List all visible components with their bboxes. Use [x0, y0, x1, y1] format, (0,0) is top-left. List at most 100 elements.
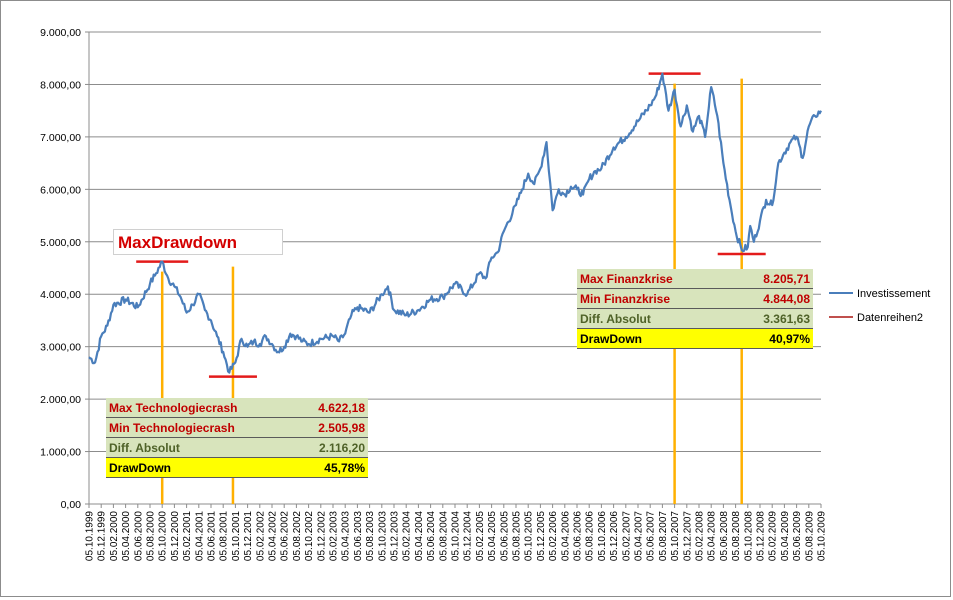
- y-tick-label: 1.000,00: [40, 447, 81, 459]
- table-row: DrawDown 40,97%: [577, 328, 813, 349]
- diff-label: Diff. Absolut: [577, 308, 731, 329]
- y-tick-label: 0,00: [61, 499, 82, 511]
- x-tick-label: 05.02.2009: [768, 511, 779, 561]
- x-tick-label: 05.10.2002: [304, 511, 315, 561]
- x-tick-label: 05.04.2009: [780, 511, 791, 561]
- x-tick-label: 05.10.2003: [377, 511, 388, 561]
- investissement-line: [88, 72, 822, 374]
- x-tick-label: 05.10.1999: [85, 511, 96, 561]
- drawdown-label: DrawDown: [106, 457, 295, 478]
- x-tick-label: 05.06.2008: [719, 511, 730, 561]
- y-tick-label: 7.000,00: [40, 132, 81, 144]
- x-tick-label: 05.12.2001: [243, 511, 254, 561]
- x-tick-label: 05.02.2000: [109, 511, 120, 561]
- x-tick-label: 05.08.2005: [512, 511, 523, 561]
- x-axis-ticks: 05.10.1999 05.12.1999 05.02.2000 05.04.2000…: [85, 504, 828, 561]
- x-tick-label: 05.12.2000: [170, 511, 181, 561]
- x-tick-label: 05.10.2001: [231, 511, 242, 561]
- table-row: Max Technologiecrash 4.622,18: [106, 398, 368, 418]
- drawdown-value: 40,97%: [730, 328, 813, 349]
- table-row: Min Finanzkrise 4.844,08: [577, 288, 813, 309]
- y-axis-ticks: 0,00 1.000,00 2.000,00 3.000,00 4.000,00 5.00…: [40, 27, 89, 511]
- min-label: Min Technologiecrash: [106, 417, 295, 438]
- x-tick-label: 05.10.2004: [451, 511, 462, 561]
- max-value: 8.205,71: [730, 269, 813, 289]
- finanzkrise-table: Max Finanzkrise 8.205,71 Min Finanzkrise…: [577, 269, 813, 349]
- drawdown-label: DrawDown: [577, 328, 731, 349]
- maxdrawdown-label: MaxDrawdown: [113, 229, 283, 255]
- x-tick-label: 05.04.2000: [121, 511, 132, 561]
- max-label: Max Technologiecrash: [106, 398, 295, 418]
- x-tick-label: 05.04.2008: [707, 511, 718, 561]
- y-tick-label: 6.000,00: [40, 184, 81, 196]
- x-tick-label: 05.06.2002: [280, 511, 291, 561]
- x-tick-label: 05.06.2006: [573, 511, 584, 561]
- min-value: 4.844,08: [730, 288, 813, 309]
- x-tick-label: 05.08.2003: [365, 511, 376, 561]
- x-tick-label: 05.04.2005: [487, 511, 498, 561]
- x-tick-label: 05.02.2007: [621, 511, 632, 561]
- x-tick-label: 05.06.2007: [646, 511, 657, 561]
- x-tick-label: 05.10.2009: [817, 511, 828, 561]
- x-tick-label: 05.08.2000: [146, 511, 157, 561]
- x-tick-label: 05.04.2004: [414, 511, 425, 561]
- x-tick-label: 05.04.2006: [560, 511, 571, 561]
- x-tick-label: 05.12.2002: [316, 511, 327, 561]
- table-row: Min Technologiecrash 2.505,98: [106, 417, 368, 438]
- technologiecrash-table: Max Technologiecrash 4.622,18 Min Techno…: [106, 398, 368, 478]
- y-tick-label: 4.000,00: [40, 289, 81, 301]
- y-tick-label: 5.000,00: [40, 237, 81, 249]
- x-tick-label: 05.06.2001: [207, 511, 218, 561]
- x-tick-label: 05.02.2008: [695, 511, 706, 561]
- x-tick-label: 05.12.1999: [97, 511, 108, 561]
- x-tick-label: 05.12.2005: [536, 511, 547, 561]
- diff-value: 3.361,63: [730, 308, 813, 329]
- x-tick-label: 05.04.2007: [634, 511, 645, 561]
- x-tick-label: 05.08.2008: [731, 511, 742, 561]
- table-row: DrawDown 45,78%: [106, 457, 368, 478]
- table-row: Max Finanzkrise 8.205,71: [577, 269, 813, 289]
- y-tick-label: 8.000,00: [40, 79, 81, 91]
- x-tick-label: 05.10.2007: [670, 511, 681, 561]
- x-tick-label: 05.02.2004: [402, 511, 413, 561]
- x-tick-label: 05.04.2001: [194, 511, 205, 561]
- x-tick-label: 05.08.2004: [438, 511, 449, 561]
- y-tick-label: 3.000,00: [40, 342, 81, 354]
- x-tick-label: 05.06.2009: [792, 511, 803, 561]
- x-tick-label: 05.06.2000: [133, 511, 144, 561]
- x-tick-label: 05.02.2005: [475, 511, 486, 561]
- x-tick-label: 05.04.2002: [268, 511, 279, 561]
- x-tick-label: 05.10.2008: [743, 511, 754, 561]
- x-tick-label: 05.02.2006: [548, 511, 559, 561]
- drawdown-value: 45,78%: [294, 457, 368, 478]
- x-tick-label: 05.06.2004: [426, 511, 437, 561]
- x-tick-label: 05.08.2009: [804, 511, 815, 561]
- x-tick-label: 05.08.2006: [585, 511, 596, 561]
- x-tick-label: 05.06.2003: [353, 511, 364, 561]
- x-tick-label: 05.02.2003: [329, 511, 340, 561]
- x-tick-label: 05.12.2006: [609, 511, 620, 561]
- x-tick-label: 05.08.2002: [292, 511, 303, 561]
- y-tick-label: 2.000,00: [40, 394, 81, 406]
- legend: Investissement Datenreihen2: [829, 288, 930, 324]
- x-tick-label: 05.12.2004: [463, 511, 474, 561]
- x-tick-label: 05.12.2008: [756, 511, 767, 561]
- min-label: Min Finanzkrise: [577, 288, 731, 309]
- x-tick-label: 05.10.2000: [158, 511, 169, 561]
- x-tick-label: 05.10.2006: [597, 511, 608, 561]
- diff-label: Diff. Absolut: [106, 437, 295, 458]
- table-row: Diff. Absolut 3.361,63: [577, 308, 813, 329]
- table-row: Diff. Absolut 2.116,20: [106, 437, 368, 458]
- x-tick-label: 05.08.2001: [219, 511, 230, 561]
- x-tick-label: 05.04.2003: [341, 511, 352, 561]
- y-tick-label: 9.000,00: [40, 27, 81, 39]
- max-value: 4.622,18: [294, 398, 368, 418]
- x-tick-label: 05.06.2005: [499, 511, 510, 561]
- x-tick-label: 05.02.2001: [182, 511, 193, 561]
- x-tick-label: 05.12.2003: [390, 511, 401, 561]
- x-tick-label: 05.02.2002: [255, 511, 266, 561]
- legend-label-datenreihen2: Datenreihen2: [857, 312, 923, 324]
- legend-label-investissement: Investissement: [857, 288, 930, 300]
- max-label: Max Finanzkrise: [577, 269, 731, 289]
